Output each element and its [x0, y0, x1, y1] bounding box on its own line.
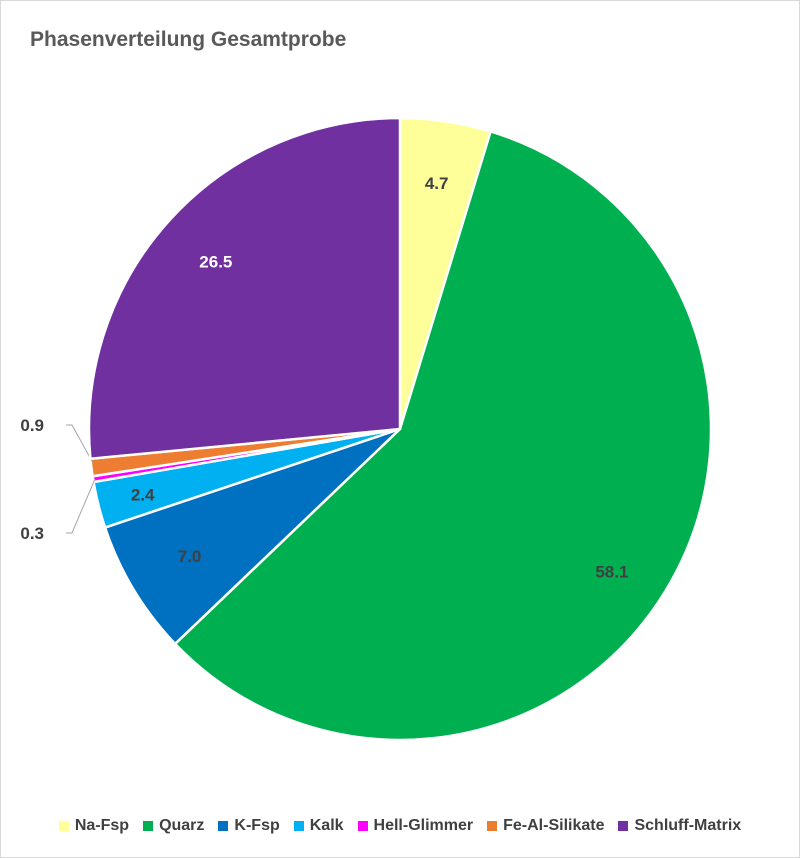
- pie-slice-k-fsp: [103, 427, 402, 646]
- legend-label: Fe-Al-Silikate: [503, 817, 605, 834]
- legend-swatch: [293, 821, 304, 831]
- chart-title: Phasenverteilung Gesamtprobe: [30, 28, 347, 51]
- leader-line-hell-glimmer: [66, 478, 96, 534]
- legend-item-kalk: Kalk: [293, 817, 344, 835]
- legend-item-na-fsp: Na-Fsp: [58, 817, 130, 835]
- legend-swatch: [357, 821, 368, 831]
- legend-item-schluff-matrix: Schluff-Matrix: [618, 817, 741, 835]
- data-label-schluff-matrix: 26.5: [199, 253, 232, 272]
- data-label-fe-al-silikate: 0.9: [20, 416, 44, 435]
- legend-item-quarz: Quarz: [143, 817, 204, 835]
- legend-label: Hell-Glimmer: [373, 817, 474, 834]
- legend-swatch: [487, 821, 498, 831]
- legend: Na-Fsp Quarz K-Fsp Kalk Hell-Glimmer Fe-Al-Si…: [0, 817, 800, 835]
- data-label-kalk: 2.4: [131, 485, 155, 504]
- legend-label: Kalk: [309, 817, 344, 834]
- legend-swatch: [218, 821, 229, 831]
- pie-slice-schluff-matrix: [87, 116, 402, 461]
- legend-item-fe-al-silikate: Fe-Al-Silikate: [487, 817, 604, 835]
- legend-label: Quarz: [159, 817, 205, 834]
- legend-label: K-Fsp: [234, 817, 280, 834]
- legend-label: Na-Fsp: [74, 817, 130, 834]
- legend-swatch: [618, 821, 629, 831]
- data-label-na-fsp: 4.7: [425, 174, 449, 193]
- legend-item-hell-glimmer: Hell-Glimmer: [357, 817, 474, 835]
- data-label-k-fsp: 7.0: [178, 547, 202, 566]
- data-label-hell-glimmer: 0.3: [20, 524, 44, 543]
- legend-label: Schluff-Matrix: [634, 817, 742, 834]
- legend-item-k-fsp: K-Fsp: [218, 817, 280, 835]
- legend-swatch: [143, 821, 154, 831]
- data-label-quarz: 58.1: [595, 562, 628, 581]
- leader-line-fe-al-silikate: [66, 424, 94, 464]
- pie-slice-quarz: [173, 130, 713, 742]
- legend-swatch: [58, 821, 69, 831]
